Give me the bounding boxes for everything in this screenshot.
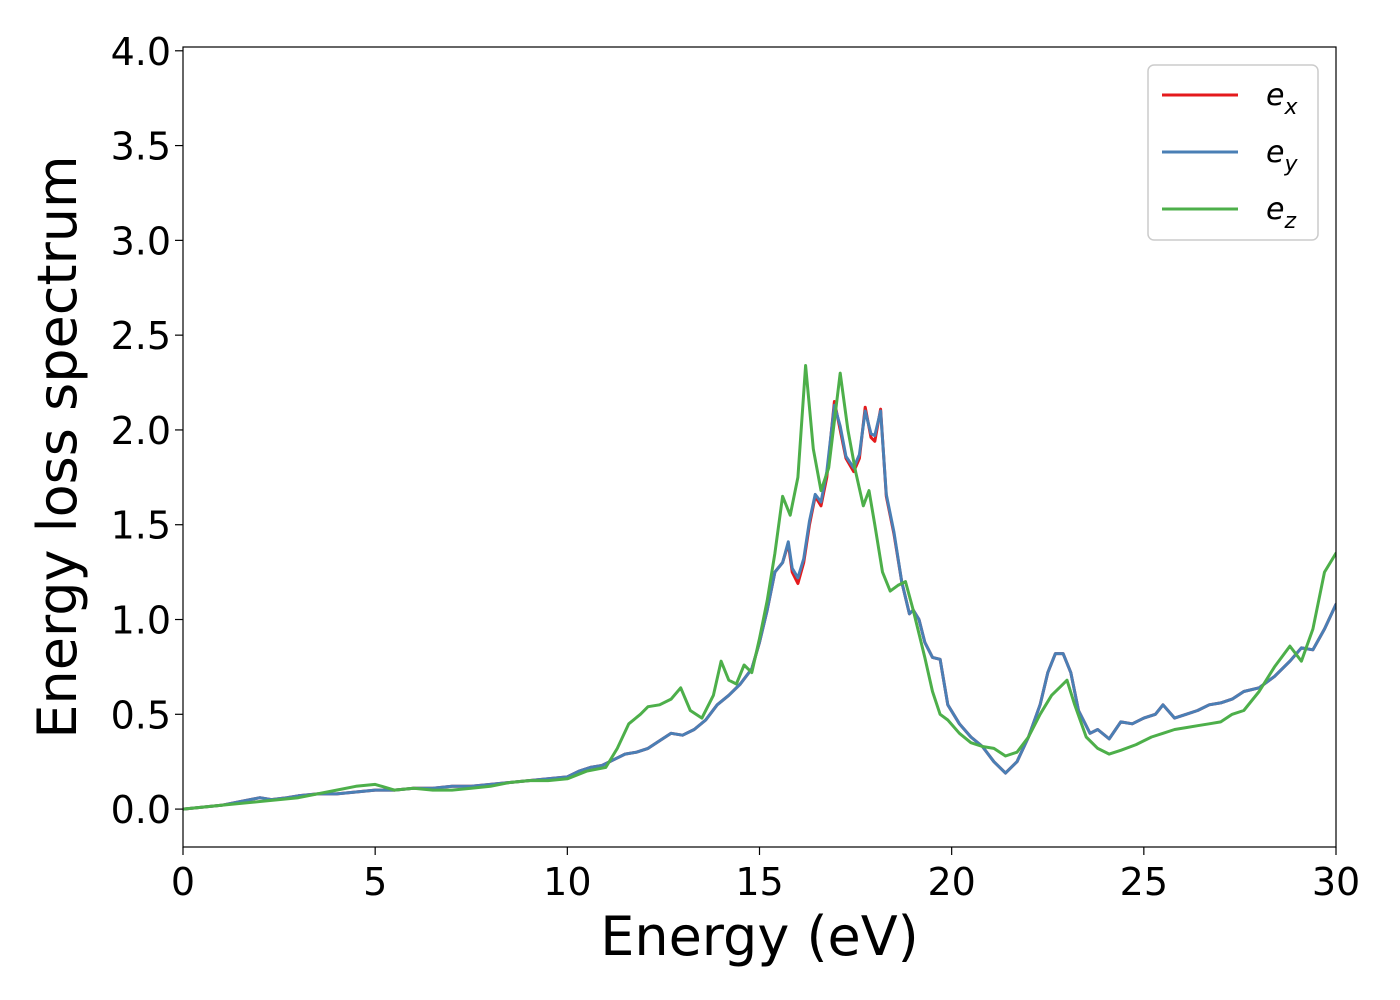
x-tick-label: 20 [927, 860, 975, 904]
y-axis-title: Energy loss spectrum [26, 155, 89, 738]
x-axis-title: Energy (eV) [600, 905, 919, 968]
y-tick-label: 3.5 [111, 125, 171, 169]
x-tick-label: 25 [1120, 860, 1168, 904]
x-tick-label: 30 [1312, 860, 1360, 904]
y-tick-label: 4.0 [111, 30, 171, 74]
series-line-ez [183, 364, 1336, 811]
y-tick-label: 3.0 [111, 219, 171, 263]
y-tick-label: 2.5 [111, 314, 171, 358]
y-tick-label: 0.0 [111, 788, 171, 832]
x-tick-label: 15 [735, 860, 783, 904]
y-tick-label: 1.0 [111, 599, 171, 643]
x-tick-label: 0 [171, 860, 195, 904]
y-tick-label: 1.5 [111, 504, 171, 548]
series-layer [183, 364, 1336, 811]
x-axis: 0 5 10 15 20 25 30 [171, 847, 1360, 904]
x-tick-label: 5 [363, 860, 387, 904]
y-tick-label: 2.0 [111, 409, 171, 453]
y-axis: 0.0 0.5 1.0 1.5 2.0 2.5 3.0 3.5 4.0 [111, 30, 183, 832]
y-tick-label: 0.5 [111, 693, 171, 737]
x-tick-label: 10 [543, 860, 591, 904]
